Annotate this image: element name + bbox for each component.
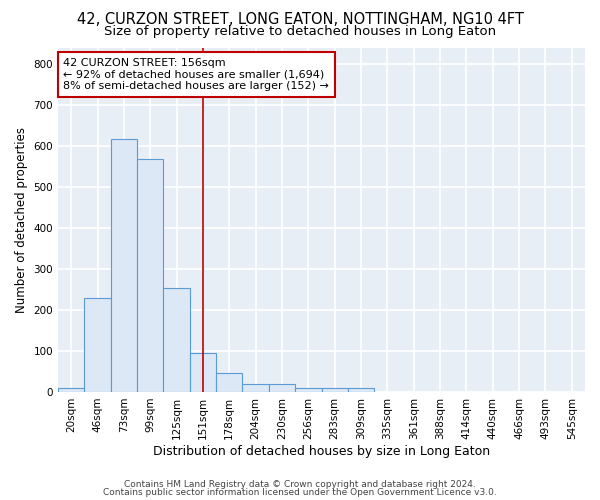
Y-axis label: Number of detached properties: Number of detached properties	[15, 126, 28, 312]
Bar	[163, 288, 190, 392]
Bar	[322, 388, 348, 392]
Text: 42, CURZON STREET, LONG EATON, NOTTINGHAM, NG10 4FT: 42, CURZON STREET, LONG EATON, NOTTINGHA…	[77, 12, 523, 28]
Text: Size of property relative to detached houses in Long Eaton: Size of property relative to detached ho…	[104, 25, 496, 38]
X-axis label: Distribution of detached houses by size in Long Eaton: Distribution of detached houses by size …	[153, 444, 490, 458]
Text: Contains HM Land Registry data © Crown copyright and database right 2024.: Contains HM Land Registry data © Crown c…	[124, 480, 476, 489]
Bar	[242, 384, 269, 392]
Bar	[269, 384, 295, 392]
Bar	[58, 388, 85, 392]
Bar	[85, 298, 111, 392]
Text: Contains public sector information licensed under the Open Government Licence v3: Contains public sector information licen…	[103, 488, 497, 497]
Bar	[348, 388, 374, 392]
Bar	[190, 352, 216, 392]
Bar	[216, 373, 242, 392]
Bar	[295, 388, 322, 392]
Bar	[111, 139, 137, 392]
Text: 42 CURZON STREET: 156sqm
← 92% of detached houses are smaller (1,694)
8% of semi: 42 CURZON STREET: 156sqm ← 92% of detach…	[64, 58, 329, 91]
Bar	[137, 159, 163, 392]
